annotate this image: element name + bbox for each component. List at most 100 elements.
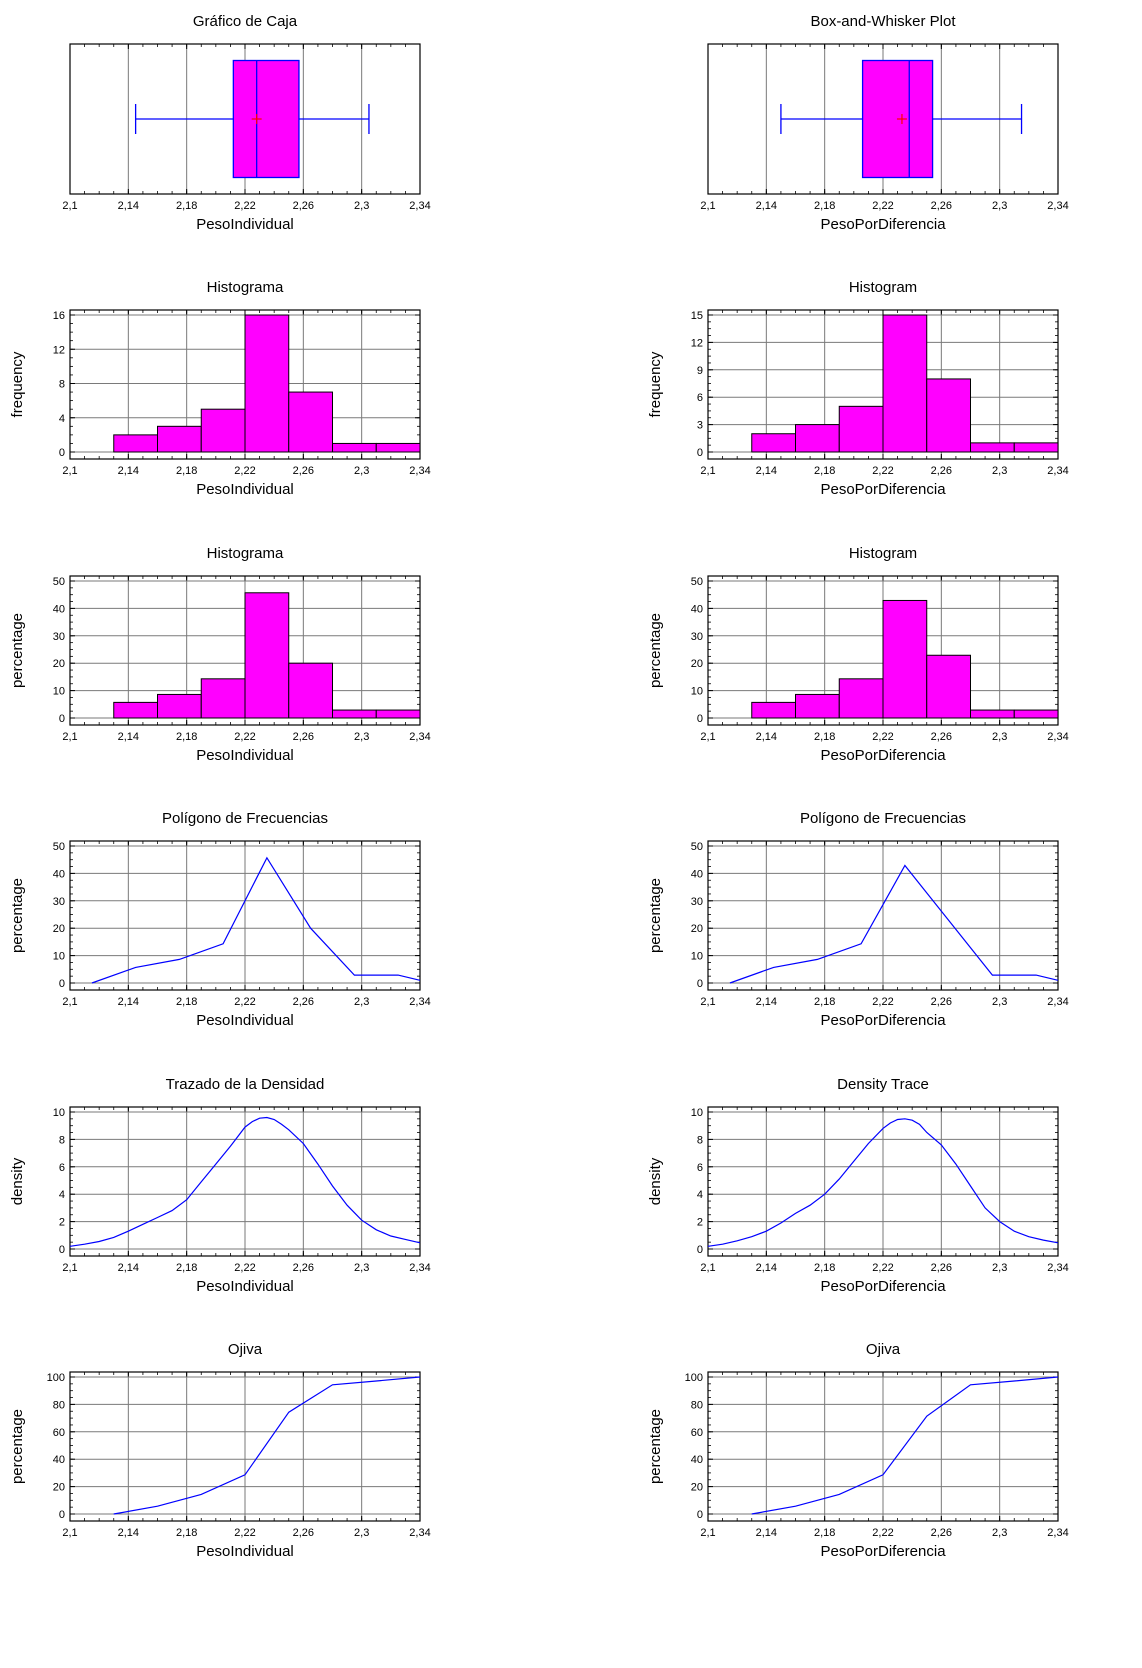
histogram-bar: [200, 678, 246, 719]
x-tick-label: 2,14: [756, 200, 777, 212]
y-tick-label: 10: [691, 686, 703, 698]
x-tick-label: 2,3: [354, 200, 369, 212]
x-tick-label: 2,26: [293, 1262, 314, 1274]
y-tick-label: 0: [697, 447, 703, 459]
chart-title: Histogram: [849, 545, 917, 562]
y-tick-label: 50: [691, 576, 703, 588]
chart-title: Density Trace: [837, 1076, 929, 1093]
chart-title: Histograma: [207, 279, 284, 296]
y-tick-label: 40: [53, 868, 65, 880]
x-tick-label: 2,1: [62, 1262, 77, 1274]
y-tick-label: 4: [59, 413, 65, 425]
y-tick-label: 20: [53, 923, 65, 935]
x-tick-label: 2,26: [293, 465, 314, 477]
x-tick-label: 2,34: [1047, 200, 1068, 212]
y-tick-label: 100: [47, 1372, 65, 1384]
y-tick-label: 6: [697, 1162, 703, 1174]
histogram-bar: [113, 434, 158, 453]
x-tick-label: 2,1: [62, 1527, 77, 1539]
y-tick-label: 50: [53, 841, 65, 853]
x-tick-label: 2,34: [1047, 1262, 1068, 1274]
chart-4: 2,1 2,14 2,18 2,22 2,26 2,3 2,34 0 10 20 30 40 50 His…: [9, 545, 431, 764]
y-tick-label: 0: [697, 1509, 703, 1521]
y-tick-label: 10: [53, 951, 65, 963]
histogram-bar: [288, 662, 333, 719]
x-tick-label: 2,22: [234, 465, 255, 477]
chart-title: Ojiva: [866, 1341, 901, 1358]
histogram-bar: [244, 592, 290, 719]
histogram-bar: [882, 314, 928, 453]
x-tick-label: 2,3: [992, 1262, 1007, 1274]
chart-0: 2,1 2,14 2,18 2,22 2,26 2,3 2,34 Gráfico de Caj…: [62, 13, 430, 233]
y-tick-label: 30: [691, 896, 703, 908]
y-tick-label: 30: [53, 896, 65, 908]
y-tick-label: 0: [59, 1244, 65, 1256]
histogram-bar: [157, 425, 202, 453]
x-tick-label: 2,1: [700, 1527, 715, 1539]
x-tick-label: 2,3: [992, 465, 1007, 477]
y-tick-label: 4: [697, 1189, 703, 1201]
histogram-bar: [838, 678, 884, 719]
y-tick-label: 9: [697, 365, 703, 377]
y-axis-label: percentage: [647, 1409, 664, 1484]
histogram-bar: [332, 709, 377, 719]
chart-9: 2,1 2,14 2,18 2,22 2,26 2,3 2,34 0 2 4 6 8 10 Density…: [647, 1076, 1069, 1295]
histogram-bar: [926, 378, 971, 453]
x-tick-label: 2,18: [814, 731, 835, 743]
x-tick-label: 2,3: [354, 1262, 369, 1274]
chart-title: Ojiva: [228, 1341, 263, 1358]
y-tick-label: 20: [53, 658, 65, 670]
y-axis-label: percentage: [647, 613, 664, 688]
histogram-bar: [200, 408, 246, 453]
histogram-bar: [375, 442, 421, 453]
x-tick-label: 2,1: [700, 1262, 715, 1274]
x-tick-label: 2,34: [409, 731, 430, 743]
x-axis-label: PesoPorDiferencia: [820, 1543, 946, 1560]
x-tick-label: 2,14: [756, 731, 777, 743]
y-tick-label: 20: [691, 1482, 703, 1494]
x-axis-label: PesoIndividual: [196, 216, 294, 233]
x-axis-label: PesoIndividual: [196, 747, 294, 764]
x-tick-label: 2,18: [814, 1262, 835, 1274]
y-tick-label: 16: [53, 310, 65, 322]
y-tick-label: 0: [59, 447, 65, 459]
histogram-bar: [882, 599, 928, 719]
chart-3: 2,1 2,14 2,18 2,22 2,26 2,3 2,34 0 3 6 9 12 15 Histog…: [647, 279, 1069, 498]
series-line: [729, 864, 1059, 984]
chart-title: Box-and-Whisker Plot: [810, 13, 956, 30]
y-tick-label: 80: [53, 1399, 65, 1411]
x-tick-label: 2,34: [409, 996, 430, 1008]
y-tick-label: 0: [697, 713, 703, 725]
y-tick-label: 100: [685, 1372, 703, 1384]
histogram-bar: [157, 693, 202, 719]
y-tick-label: 60: [53, 1427, 65, 1439]
x-tick-label: 2,3: [992, 996, 1007, 1008]
y-axis-label: density: [9, 1157, 26, 1205]
y-tick-label: 0: [59, 978, 65, 990]
y-axis-label: percentage: [647, 878, 664, 953]
x-tick-label: 2,26: [931, 465, 952, 477]
y-tick-label: 8: [59, 379, 65, 391]
y-tick-label: 6: [697, 392, 703, 404]
histogram-bar: [332, 442, 377, 453]
box-iqr: [232, 59, 300, 179]
x-tick-label: 2,3: [354, 465, 369, 477]
x-tick-label: 2,26: [931, 200, 952, 212]
x-tick-label: 2,3: [354, 1527, 369, 1539]
x-tick-label: 2,14: [118, 465, 139, 477]
chart-title: Polígono de Frecuencias: [162, 810, 328, 827]
x-tick-label: 2,1: [62, 996, 77, 1008]
x-tick-label: 2,26: [931, 996, 952, 1008]
x-tick-label: 2,22: [872, 731, 893, 743]
x-tick-label: 2,22: [872, 1262, 893, 1274]
x-tick-label: 2,3: [992, 200, 1007, 212]
y-tick-label: 10: [53, 686, 65, 698]
x-tick-label: 2,26: [293, 731, 314, 743]
y-tick-label: 0: [697, 978, 703, 990]
x-axis-label: PesoPorDiferencia: [820, 747, 946, 764]
x-tick-label: 2,34: [1047, 731, 1068, 743]
x-tick-label: 2,34: [409, 1262, 430, 1274]
x-tick-label: 2,3: [992, 1527, 1007, 1539]
x-axis-label: PesoPorDiferencia: [820, 1012, 946, 1029]
